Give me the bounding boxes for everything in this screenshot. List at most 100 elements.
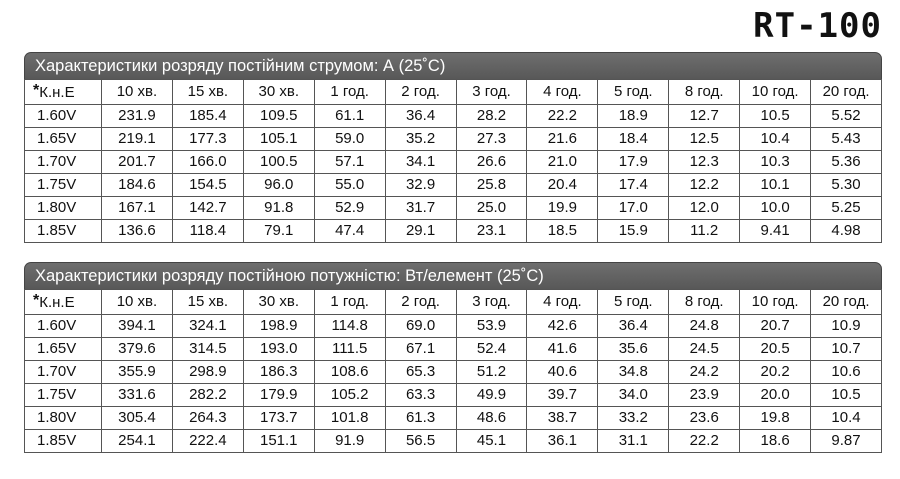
header-cell: 2 год.: [384, 289, 457, 315]
table-cell: 105.2: [313, 383, 386, 407]
table-row: 1.65V 379.6 314.5 193.0 111.5 67.1 52.4 41.6 35.…: [24, 337, 882, 361]
table-cell: 47.4: [313, 219, 386, 243]
table-cell: 67.1: [384, 337, 457, 361]
table-cell: 186.3: [242, 360, 315, 384]
table-cell: 91.8: [242, 196, 315, 220]
table-cell: 184.6: [101, 173, 173, 197]
table-cell: 136.6: [101, 219, 173, 243]
table-cell: 142.7: [171, 196, 244, 220]
table-cell: 31.7: [384, 196, 457, 220]
table-cell: 42.6: [526, 314, 599, 338]
table-cell: 17.9: [597, 150, 670, 174]
table-cell: 177.3: [171, 127, 244, 151]
table-cell: 52.9: [313, 196, 386, 220]
table-cell: 20.4: [526, 173, 599, 197]
table-title: Характеристики розряду постійним струмом…: [24, 52, 882, 79]
table-cell: 51.2: [455, 360, 528, 384]
table-title: Характеристики розряду постійною потужні…: [24, 262, 882, 289]
table-cell: 108.6: [313, 360, 386, 384]
table-row: 1.85V 254.1 222.4 151.1 91.9 56.5 45.1 36.1 31.1…: [24, 429, 882, 453]
table-cell: 179.9: [242, 383, 315, 407]
row-label: 1.85V: [24, 429, 102, 453]
table-row: 1.80V 167.1 142.7 91.8 52.9 31.7 25.0 19.9 17.0 1…: [24, 196, 882, 220]
table-cell: 63.3: [384, 383, 457, 407]
header-cell: 15 хв.: [171, 289, 244, 315]
table-cell: 219.1: [101, 127, 173, 151]
table-cell: 61.3: [384, 406, 457, 430]
table-cell: 20.2: [739, 360, 812, 384]
table-cell: 298.9: [171, 360, 244, 384]
table-cell: 18.6: [739, 429, 812, 453]
table-cell: 48.6: [455, 406, 528, 430]
table-cell: 18.5: [526, 219, 599, 243]
row-label: 1.60V: [24, 314, 102, 338]
table-cell: 20.5: [739, 337, 812, 361]
table-cell: 355.9: [101, 360, 173, 384]
table-cell: 185.4: [171, 104, 244, 128]
table-cell: 9.87: [810, 429, 882, 453]
table-cell: 100.5: [242, 150, 315, 174]
row-label: 1.80V: [24, 406, 102, 430]
header-cell: 5 год.: [597, 289, 670, 315]
table-cell: 5.25: [810, 196, 882, 220]
header-cell: 3 год.: [455, 79, 528, 105]
table-cell: 151.1: [242, 429, 315, 453]
header-cell: 30 хв.: [242, 79, 315, 105]
table-cell: 19.8: [739, 406, 812, 430]
table-cell: 18.4: [597, 127, 670, 151]
table-cell: 19.9: [526, 196, 599, 220]
table-cell: 10.9: [810, 314, 882, 338]
table-cell: 21.6: [526, 127, 599, 151]
table-cell: 10.6: [810, 360, 882, 384]
table-cell: 22.2: [526, 104, 599, 128]
row-label: 1.60V: [24, 104, 102, 128]
table-row: 1.60V 231.9 185.4 109.5 61.1 36.4 28.2 22.2 18.9…: [24, 104, 882, 128]
table-cell: 28.2: [455, 104, 528, 128]
row-label: 1.85V: [24, 219, 102, 243]
table-cell: 22.2: [668, 429, 741, 453]
header-cell: 10 хв.: [101, 289, 173, 315]
table-row: 1.65V 219.1 177.3 105.1 59.0 35.2 27.3 21.6 18.4…: [24, 127, 882, 151]
table-cell: 23.6: [668, 406, 741, 430]
table-cell: 118.4: [171, 219, 244, 243]
table-cell: 26.6: [455, 150, 528, 174]
model-label: RT-100: [753, 6, 882, 46]
row-label: 1.80V: [24, 196, 102, 220]
table-cell: 379.6: [101, 337, 173, 361]
table-cell: 10.1: [739, 173, 812, 197]
table-cell: 12.5: [668, 127, 741, 151]
table-cell: 114.8: [313, 314, 386, 338]
table-row: 1.75V 331.6 282.2 179.9 105.2 63.3 49.9 39.7 34.…: [24, 383, 882, 407]
header-cell: 5 год.: [597, 79, 670, 105]
table-cell: 10.5: [810, 383, 882, 407]
table-cell: 69.0: [384, 314, 457, 338]
table-cell: 222.4: [171, 429, 244, 453]
table-cell: 101.8: [313, 406, 386, 430]
header-cell: 1 год.: [313, 79, 386, 105]
table-cell: 4.98: [810, 219, 882, 243]
table-cell: 23.9: [668, 383, 741, 407]
header-cell: 30 хв.: [242, 289, 315, 315]
table-cell: 10.0: [739, 196, 812, 220]
table-cell: 282.2: [171, 383, 244, 407]
table-cell: 12.2: [668, 173, 741, 197]
table-cell: 18.9: [597, 104, 670, 128]
table-cell: 32.9: [384, 173, 457, 197]
table-cell: 40.6: [526, 360, 599, 384]
table-cell: 15.9: [597, 219, 670, 243]
table-cell: 36.4: [384, 104, 457, 128]
header-cell: 10 хв.: [101, 79, 173, 105]
table-cell: 25.0: [455, 196, 528, 220]
table-cell: 24.5: [668, 337, 741, 361]
header-cell: 1 год.: [313, 289, 386, 315]
table-cell: 34.0: [597, 383, 670, 407]
footnote-star: *: [33, 82, 40, 99]
table-row: 1.60V 394.1 324.1 198.9 114.8 69.0 53.9 42.6 36.…: [24, 314, 882, 338]
table-cell: 41.6: [526, 337, 599, 361]
table-cell: 231.9: [101, 104, 173, 128]
table-cell: 91.9: [313, 429, 386, 453]
row-label: 1.70V: [24, 150, 102, 174]
table-cell: 201.7: [101, 150, 173, 174]
table-cell: 38.7: [526, 406, 599, 430]
table-cell: 45.1: [455, 429, 528, 453]
